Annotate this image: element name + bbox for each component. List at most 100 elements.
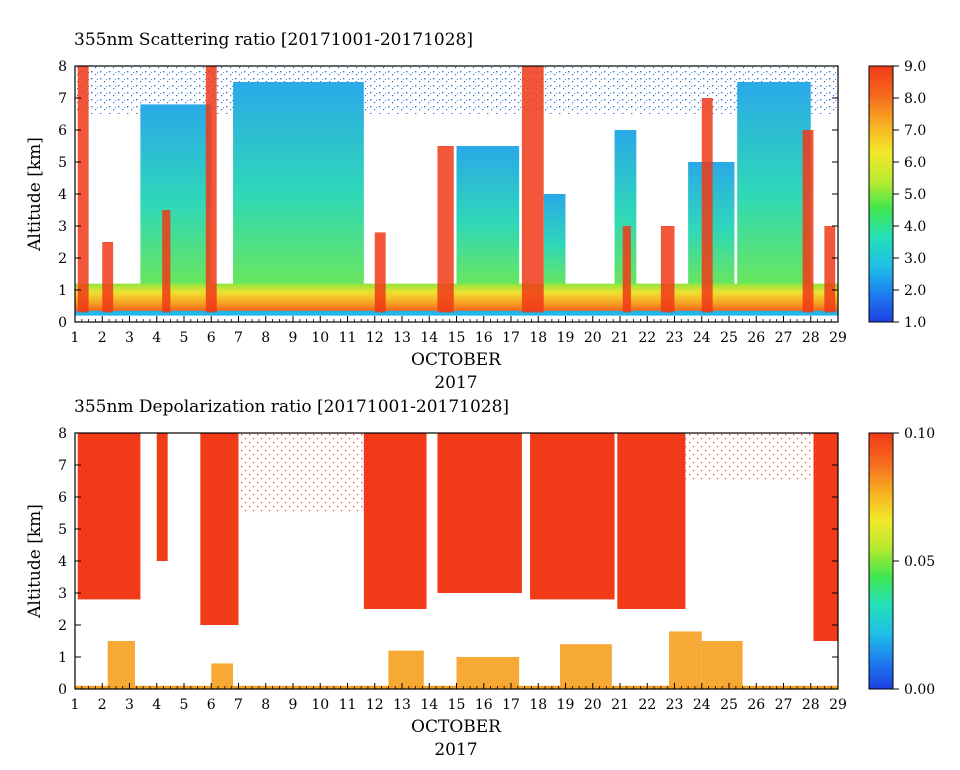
panel2-x-label: OCTOBER (411, 717, 502, 737)
aerosol-layer (211, 663, 233, 689)
panel2-x-tick-label: 15 (448, 697, 466, 713)
panel1-x-tick-label: 25 (720, 330, 738, 346)
panel2-colorbar-label: 0.05 (904, 554, 935, 570)
panel2-x-tick-label: 7 (234, 697, 243, 713)
panel2-x-tick-label: 17 (502, 697, 520, 713)
panel2-x-tick-label: 2 (98, 697, 107, 713)
panel1-x-axis: 1 2 3 4 5 6 7 8 9 10 11 12 13 14 15 16 17 18 19 20 21 22 23 24 2… (71, 316, 847, 346)
panel1-x-tick-label: 17 (502, 330, 520, 346)
panel1-x-tick-label: 14 (420, 330, 438, 346)
depolarization-region (157, 433, 168, 561)
panel1-colorbar-label: 5.0 (904, 187, 926, 203)
boundary-layer (75, 284, 838, 314)
panel1-y-tick-label: 4 (58, 187, 67, 203)
panel1-x-tick-label: 20 (584, 330, 602, 346)
panel1-x-tick-label: 8 (261, 330, 270, 346)
panel1-x-tick-label: 13 (393, 330, 411, 346)
panel1-x-tick-label: 9 (289, 330, 298, 346)
panel2-x-tick-label: 23 (666, 697, 684, 713)
scattering-column (233, 82, 364, 287)
panel1-colorbar-label: 8.0 (904, 91, 926, 107)
panel1-x-tick-label: 22 (638, 330, 656, 346)
panel1-x-tick-label: 24 (693, 330, 711, 346)
panel2-x-tick-label: 1 (71, 697, 80, 713)
cloud-signal (824, 226, 835, 312)
panel1-y-tick-label: 0 (58, 315, 67, 331)
aerosol-layer (669, 631, 702, 689)
panel2-x-tick-label: 14 (420, 697, 438, 713)
panel1-y-tick-label: 5 (58, 155, 67, 171)
scattering-column (457, 146, 520, 287)
panel2-y-tick-label: 3 (58, 586, 67, 602)
panel1-y-tick-label: 7 (58, 91, 67, 107)
panel1-x-tick-label: 3 (125, 330, 134, 346)
panel1-colorbar-label: 9.0 (904, 59, 926, 75)
panel2-x-tick-label: 18 (529, 697, 547, 713)
panel1-y-tick-label: 8 (58, 59, 67, 75)
depolarization-region (530, 433, 614, 599)
aerosol-layer (702, 641, 743, 689)
cloud-signal (437, 146, 453, 312)
depolarization-region (437, 433, 521, 593)
scattering-column (140, 104, 211, 286)
panel2-x-tick-label: 8 (261, 697, 270, 713)
panel2-x-tick-label: 4 (152, 697, 161, 713)
panel1-colorbar-label: 2.0 (904, 283, 926, 299)
cloud-signal (702, 98, 713, 312)
depolarization-region (364, 433, 427, 609)
panel2-x-tick-label: 11 (339, 697, 357, 713)
panel2-x-tick-label: 27 (775, 697, 793, 713)
panel1-x-tick-label: 28 (802, 330, 820, 346)
cloud-signal (206, 66, 217, 312)
panel2-x-tick-label: 12 (366, 697, 384, 713)
panel2-x-tick-label: 29 (829, 697, 847, 713)
panel1-x-tick-label: 6 (207, 330, 216, 346)
panel1-x-tick-label: 18 (529, 330, 547, 346)
panel1-colorbar: 1.0 2.0 3.0 4.0 5.0 6.0 7.0 8.0 9.0 (869, 59, 926, 331)
panel2-title: 355nm Depolarization ratio [20171001-201… (74, 397, 509, 417)
panel1-x-tick-label: 1 (71, 330, 80, 346)
panel2-y-tick-label: 1 (58, 650, 67, 666)
scattering-column (544, 194, 566, 287)
aerosol-layer (108, 641, 135, 689)
cloud-signal (661, 226, 675, 312)
cloud-signal (102, 242, 113, 312)
depolarization-region (617, 433, 685, 609)
panel2-x-tick-label: 24 (693, 697, 711, 713)
panel2-x-tick-label: 5 (180, 697, 189, 713)
panel2-x-tick-label: 26 (747, 697, 765, 713)
aerosol-layer (457, 657, 520, 689)
panel1-y-tick-label: 6 (58, 123, 67, 139)
panel2-colorbar-label: 0.00 (904, 682, 935, 698)
cloud-signal (375, 232, 386, 312)
depolarization-region (813, 433, 838, 641)
panel2-x-tick-label: 28 (802, 697, 820, 713)
scattering-column (737, 82, 811, 287)
cloud-signal (78, 66, 89, 312)
panel1-x-tick-label: 19 (557, 330, 575, 346)
cloud-signal (162, 210, 170, 312)
panel2-x-tick-label: 22 (638, 697, 656, 713)
panel2-x-tick-label: 13 (393, 697, 411, 713)
panel2-x-tick-label: 20 (584, 697, 602, 713)
surface-layer (75, 311, 838, 316)
panel1-colorbar-label: 6.0 (904, 155, 926, 171)
depolarization-region (78, 433, 141, 599)
panel2-y-tick-label: 8 (58, 426, 67, 442)
panel1-colorbar-gradient (869, 66, 893, 322)
panel2-colorbar-gradient (869, 433, 893, 689)
panel1-x-tick-label: 10 (311, 330, 329, 346)
panel1-x-tick-label: 5 (180, 330, 189, 346)
panel2-plot-area (75, 433, 838, 689)
panel2-colorbar: 0.00 0.05 0.10 (869, 426, 935, 698)
panel2-y-tick-label: 5 (58, 522, 67, 538)
panel2-y-label: Altitude [km] (25, 504, 45, 619)
cloud-signal (522, 66, 544, 312)
aerosol-layer (388, 651, 423, 689)
panel2-x-tick-label: 6 (207, 697, 216, 713)
panel2-y-tick-label: 6 (58, 490, 67, 506)
sparse-signal (239, 433, 364, 513)
panel1-title: 355nm Scattering ratio [20171001-2017102… (74, 30, 473, 50)
panel1-x-tick-label: 2 (98, 330, 107, 346)
